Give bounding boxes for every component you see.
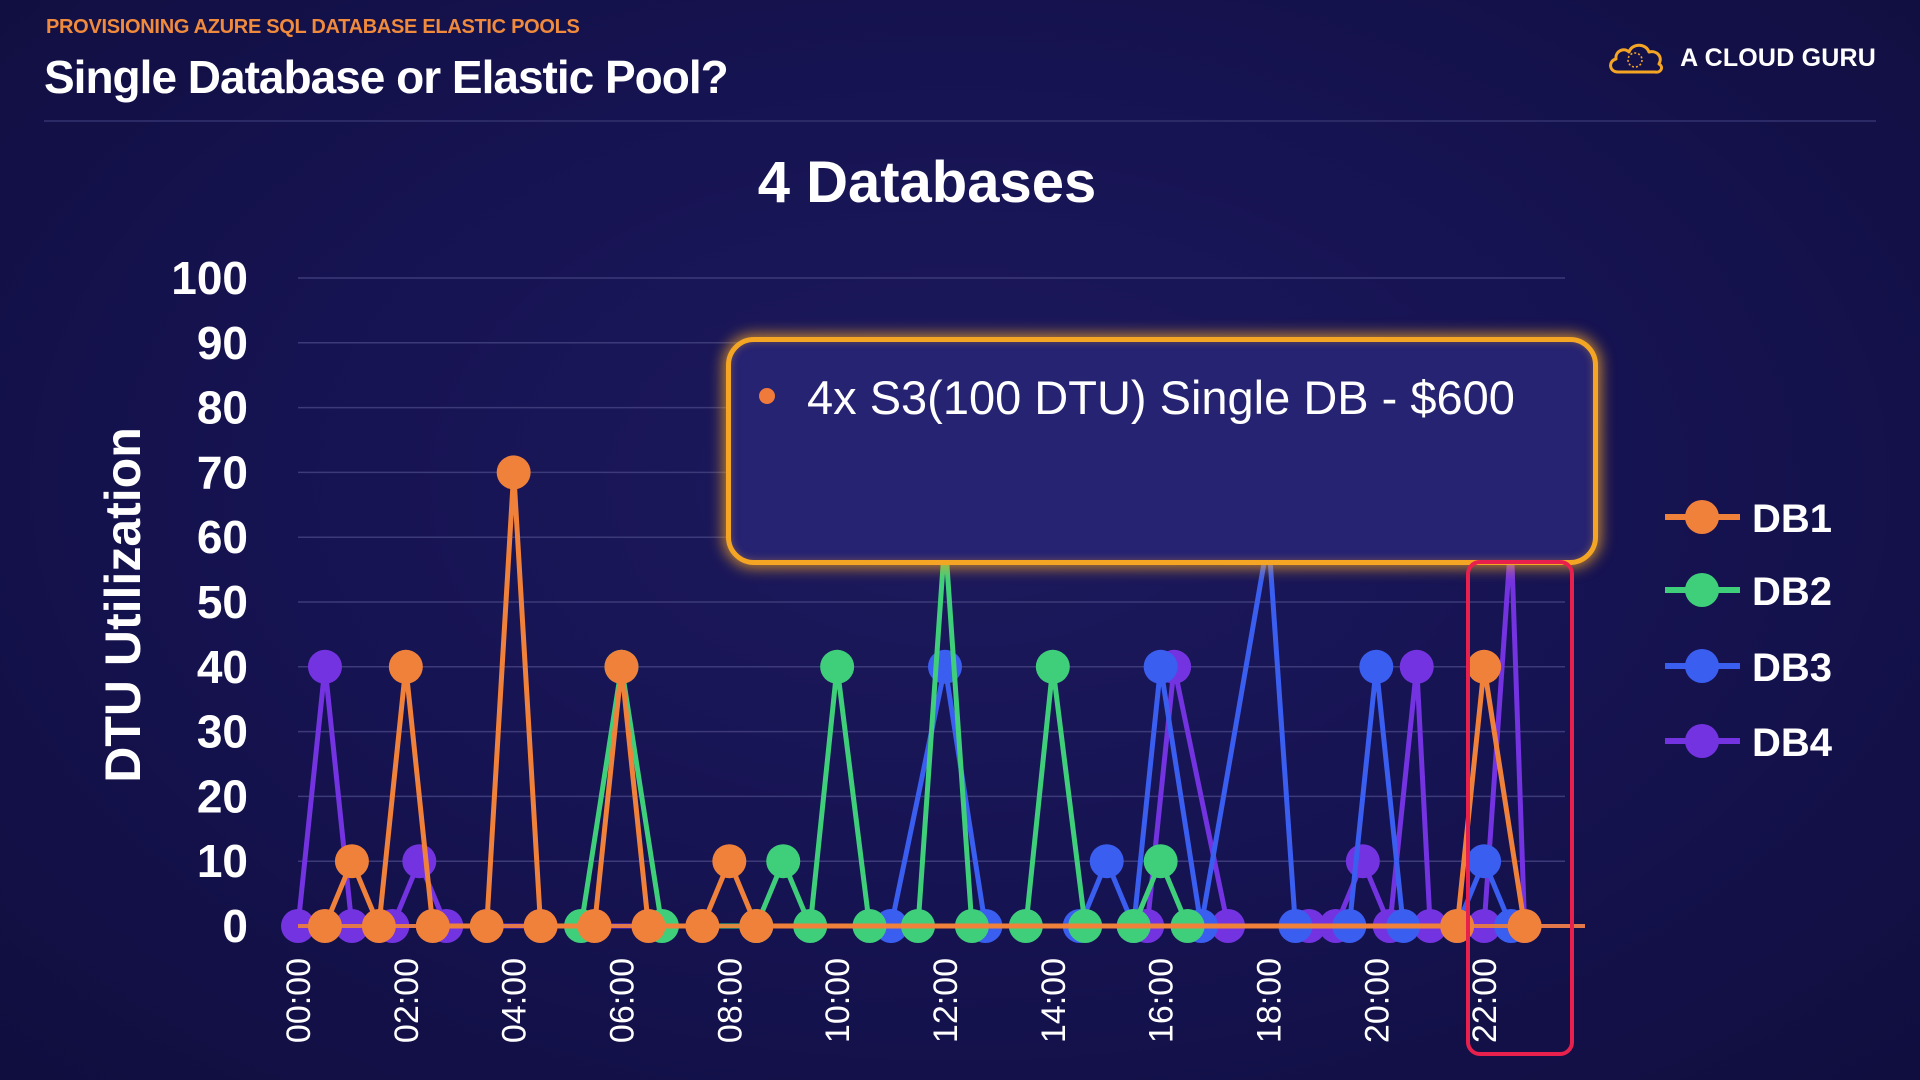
y-tick-label: 10 <box>197 835 248 887</box>
x-tick-label: 10:00 <box>819 958 857 1043</box>
data-point-db1 <box>712 844 747 879</box>
data-point-db4 <box>1399 649 1434 684</box>
data-point-db4 <box>402 844 437 879</box>
legend-marker <box>1685 649 1719 683</box>
series-layer <box>281 455 1585 943</box>
x-axis-ticks: 00:00 02:00 04:00 06:00 08:00 10:00 12:00 14:00… <box>280 958 1504 1043</box>
legend-marker <box>1685 573 1719 607</box>
data-point-db1 <box>334 844 369 879</box>
brand-name: A CLOUD GURU <box>1680 43 1876 72</box>
highlight-box-22h <box>1466 560 1574 1056</box>
data-point-db4 <box>1345 844 1380 879</box>
slide-title: Single Database or Elastic Pool? <box>44 51 729 103</box>
section-kicker: PROVISIONING AZURE SQL DATABASE ELASTIC … <box>46 16 580 38</box>
data-point-db3 <box>1467 844 1502 879</box>
legend: DB1 DB2 DB3 DB4 <box>1665 497 1833 765</box>
brand-logo-group: A CLOUD GURU <box>1604 38 1876 78</box>
data-point-db2 <box>1143 844 1178 879</box>
data-point-db1 <box>496 455 531 490</box>
y-tick-label: 0 <box>222 900 248 952</box>
legend-label: DB1 <box>1752 497 1832 541</box>
x-tick-label: 22:00 <box>1466 958 1504 1043</box>
data-point-db2 <box>766 844 801 879</box>
data-point-db1 <box>604 649 639 684</box>
x-tick-label: 08:00 <box>711 958 749 1043</box>
data-point-db1 <box>1467 649 1502 684</box>
data-point-db3 <box>1359 649 1394 684</box>
data-point-db1 <box>388 649 423 684</box>
x-tick-label: 06:00 <box>603 958 641 1043</box>
cloud-logo-icon <box>1609 43 1664 74</box>
legend-marker <box>1685 500 1719 534</box>
y-tick-label: 50 <box>197 576 248 628</box>
legend-label: DB4 <box>1752 721 1833 765</box>
y-tick-label: 80 <box>197 382 248 434</box>
y-tick-label: 100 <box>171 252 248 304</box>
legend-marker <box>1685 724 1719 758</box>
chart-title: 4 Databases <box>758 150 1097 215</box>
x-tick-label: 16:00 <box>1143 958 1181 1043</box>
x-tick-label: 02:00 <box>388 958 426 1043</box>
y-tick-label: 40 <box>197 641 248 693</box>
callout-text: 4x S3(100 DTU) Single DB - $600 <box>807 371 1515 424</box>
legend-label: DB3 <box>1752 646 1832 690</box>
header-divider <box>44 120 1876 122</box>
y-tick-label: 60 <box>197 511 248 563</box>
y-tick-label: 30 <box>197 706 248 758</box>
x-tick-label: 14:00 <box>1035 958 1073 1043</box>
bullet-icon <box>759 388 775 404</box>
data-point-db4 <box>307 649 342 684</box>
x-tick-label: 04:00 <box>496 958 534 1043</box>
data-point-db2 <box>820 649 855 684</box>
y-tick-label: 90 <box>197 317 248 369</box>
pricing-callout: 4x S3(100 DTU) Single DB - $600 <box>726 337 1598 565</box>
x-tick-label: 18:00 <box>1250 958 1288 1043</box>
x-tick-label: 00:00 <box>280 958 318 1043</box>
data-point-db3 <box>1143 649 1178 684</box>
y-axis-ticks: 0 10 20 30 40 50 60 70 80 90 100 <box>171 252 248 952</box>
y-tick-label: 70 <box>197 446 248 498</box>
x-tick-label: 20:00 <box>1358 958 1396 1043</box>
y-axis-label: DTU Utilization <box>95 427 151 783</box>
data-point-db3 <box>1089 844 1124 879</box>
data-point-db2 <box>1035 649 1070 684</box>
legend-label: DB2 <box>1752 570 1832 614</box>
y-tick-label: 20 <box>197 770 248 822</box>
x-tick-label: 12:00 <box>927 958 965 1043</box>
